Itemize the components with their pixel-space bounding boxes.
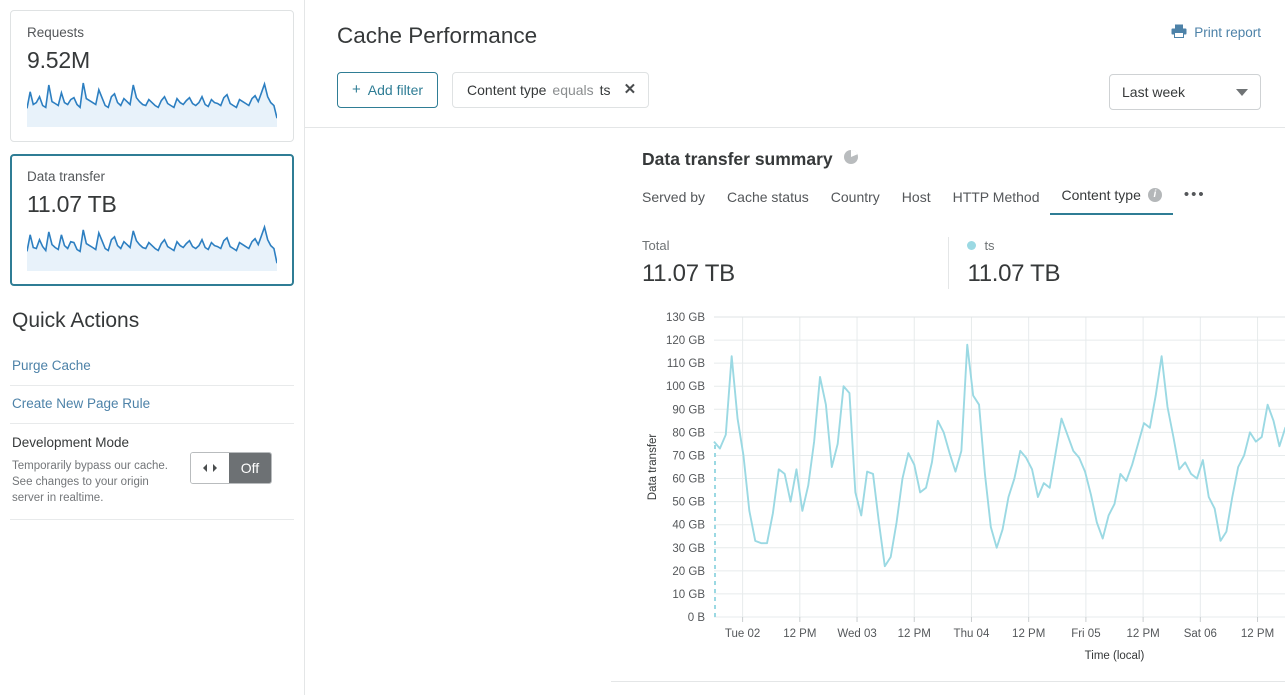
print-report-link[interactable]: Print report [1171,24,1261,41]
filter-operator: equals [552,82,594,98]
tab-host[interactable]: Host [901,189,931,205]
requests-sparkline [27,79,277,127]
quick-action-purge-cache[interactable]: Purge Cache [10,348,294,386]
svg-text:Fri 05: Fri 05 [1071,628,1100,640]
tab-http-method[interactable]: HTTP Method [952,189,1040,205]
left-right-arrows-icon [191,453,229,483]
tab-content-type[interactable]: Content type i [1050,184,1173,215]
svg-text:0 B: 0 B [688,612,706,624]
stat-card-label: Requests [27,25,85,40]
svg-text:70 GB: 70 GB [672,450,705,462]
stat-card-label: Data transfer [27,169,106,184]
svg-text:Thu 04: Thu 04 [954,628,990,640]
add-filter-label: Add filter [367,82,424,98]
sidebar: Requests 9.52M Data transfer 11.07 TB Qu… [0,0,305,695]
svg-text:Wed 03: Wed 03 [837,628,876,640]
total-block-ts: ts 11.07 TB [948,237,1261,289]
stat-card-value: 11.07 TB [27,191,117,217]
bottom-divider [611,681,1285,682]
info-icon[interactable]: i [1147,188,1162,202]
svg-text:100 GB: 100 GB [666,381,705,393]
tab-content-type-label: Content type [1061,187,1141,203]
more-tabs-button[interactable]: ••• [1183,186,1206,203]
development-mode-toggle[interactable]: Off [190,452,272,484]
stat-card-data-transfer[interactable]: Data transfer 11.07 TB [10,154,294,286]
toggle-state-label: Off [229,453,271,483]
svg-text:20 GB: 20 GB [672,566,705,578]
stat-card-requests[interactable]: Requests 9.52M [10,10,294,142]
svg-text:12 PM: 12 PM [1241,628,1274,640]
svg-text:110 GB: 110 GB [667,358,705,370]
data-transfer-chart[interactable]: 0 B 10 GB 20 GB 30 GB 40 GB 50 GB 60 GB 70 GB 80… [642,305,1285,680]
svg-text:60 GB: 60 GB [672,474,705,486]
development-mode-block: Development Mode Temporarily bypass our … [10,424,294,520]
svg-text:Sat 06: Sat 06 [1184,628,1217,640]
totals-row: Total 11.07 TB ts 11.07 TB [642,237,1261,289]
svg-text:50 GB: 50 GB [672,497,705,509]
svg-text:130 GB: 130 GB [666,312,705,324]
plus-icon: + [352,81,361,98]
time-range-value: Last week [1122,84,1186,100]
svg-text:12 PM: 12 PM [783,628,816,640]
print-report-label: Print report [1194,25,1261,40]
tab-country[interactable]: Country [830,189,880,205]
data-transfer-sparkline [27,223,277,271]
page-title: Cache Performance [337,23,538,48]
quick-actions-title: Quick Actions [12,309,140,332]
close-icon[interactable]: ✕ [623,81,637,98]
svg-text:Data transfer: Data transfer [647,434,659,501]
time-range-select[interactable]: Last week [1109,74,1261,110]
svg-text:12 PM: 12 PM [1126,628,1159,640]
add-filter-button[interactable]: + Add filter [337,72,439,108]
svg-text:12 PM: 12 PM [898,628,931,640]
printer-icon [1171,24,1187,41]
quick-action-create-page-rule[interactable]: Create New Page Rule [10,386,294,424]
svg-text:80 GB: 80 GB [672,427,705,439]
total-label: Total [642,238,670,253]
svg-text:90 GB: 90 GB [672,404,705,416]
main-content: Cache Performance + Add filter Content t… [305,0,1285,695]
summary-tabs: Served by Cache status Country Host HTTP… [642,184,1261,215]
pie-chart-icon [843,148,859,170]
series-value: 11.07 TB [967,260,1061,287]
total-block-overall: Total 11.07 TB [642,237,948,289]
filter-pill-content-type[interactable]: Content type equals ts ✕ [452,72,650,108]
svg-text:30 GB: 30 GB [672,543,705,555]
total-value: 11.07 TB [642,260,735,287]
series-label: ts [984,238,995,253]
filter-value: ts [599,82,611,98]
tab-served-by[interactable]: Served by [642,189,706,205]
summary-title: Data transfer summary [642,149,833,169]
chevron-down-icon [1236,88,1248,96]
development-mode-description: Temporarily bypass our cache. See change… [12,460,168,504]
svg-text:Time (local): Time (local) [1085,650,1145,662]
svg-text:12 PM: 12 PM [1012,628,1045,640]
filter-field: Content type [467,82,547,98]
main-header: Cache Performance + Add filter Content t… [305,0,1285,128]
svg-text:120 GB: 120 GB [666,335,705,347]
filter-row: + Add filter Content type equals ts ✕ [337,72,1261,108]
legend-dot-icon [967,241,977,250]
svg-text:Tue 02: Tue 02 [725,628,760,640]
svg-text:10 GB: 10 GB [672,589,705,601]
tab-cache-status[interactable]: Cache status [727,189,809,205]
svg-text:40 GB: 40 GB [672,520,705,532]
summary-title-row: Data transfer summary [642,148,1261,170]
summary-section: Data transfer summary Served by Cache st… [642,148,1261,289]
chart-canvas: 0 B 10 GB 20 GB 30 GB 40 GB 50 GB 60 GB 70 GB 80… [647,312,1285,662]
series-legend: ts [967,237,1261,254]
stat-card-value: 9.52M [27,47,90,73]
development-mode-title: Development Mode [12,435,130,450]
